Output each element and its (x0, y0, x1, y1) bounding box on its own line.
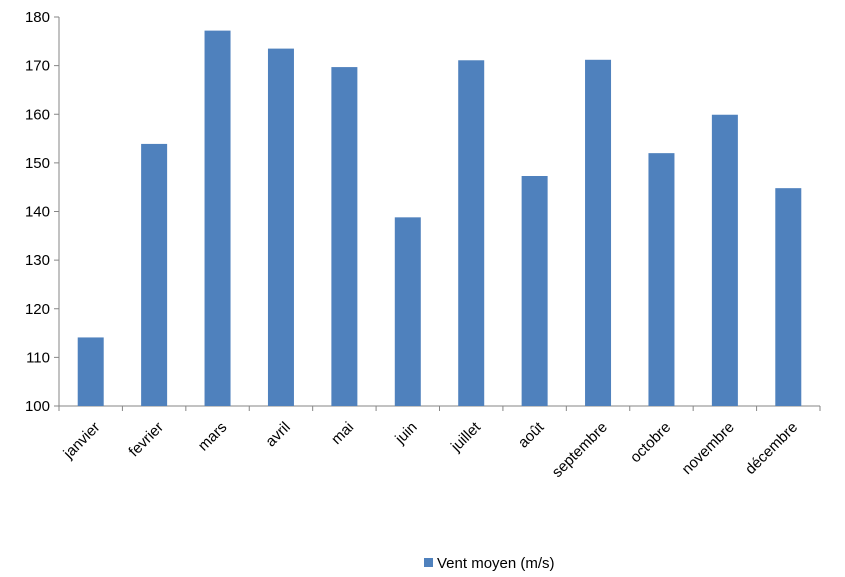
y-tick-label: 140 (25, 204, 50, 221)
y-tick-label: 170 (25, 58, 50, 75)
bar-septembre (585, 59, 612, 406)
x-tick-label: janvier (60, 419, 104, 463)
x-tick-label: août (515, 418, 548, 451)
y-tick-label: 150 (25, 155, 50, 172)
bar-avril (267, 48, 294, 406)
legend-label: Vent moyen (m/s) (437, 555, 555, 572)
y-tick-label: 100 (25, 398, 50, 415)
bar-mars (204, 30, 231, 407)
y-axis: 100 110 120 130 140 150 160 170 180 (25, 9, 60, 415)
legend-swatch (424, 558, 433, 567)
bar-mai (331, 67, 358, 407)
x-tick-label: décembre (742, 419, 801, 478)
x-tick-label: mai (328, 419, 357, 448)
y-tick-label: 160 (25, 106, 50, 123)
legend: Vent moyen (m/s) (424, 555, 555, 572)
bar-novembre (711, 114, 738, 406)
x-tick-label: novembre (679, 419, 738, 478)
bar-juillet (458, 60, 485, 407)
x-tick-label: fevrier (125, 419, 166, 460)
y-tick-label: 120 (25, 301, 50, 318)
bar-janvier (77, 337, 104, 406)
bar-octobre (648, 153, 675, 406)
bar-août (521, 176, 548, 406)
x-axis: janvier fevrier mars avril mai juin juillet aoû… (58, 405, 821, 481)
x-tick-label: avril (262, 419, 293, 450)
x-tick-label: septembre (549, 419, 611, 481)
y-tick-label: 130 (25, 252, 50, 269)
bar-juin (394, 217, 421, 406)
x-tick-label: juillet (447, 418, 484, 455)
bar-décembre (775, 188, 802, 406)
bars (77, 30, 802, 407)
x-tick-label: juin (391, 419, 420, 448)
bar-fevrier (141, 143, 168, 406)
y-tick-label: 180 (25, 9, 50, 26)
x-tick-label: mars (195, 419, 231, 455)
y-tick-label: 110 (26, 349, 50, 366)
x-tick-label: octobre (627, 419, 674, 466)
